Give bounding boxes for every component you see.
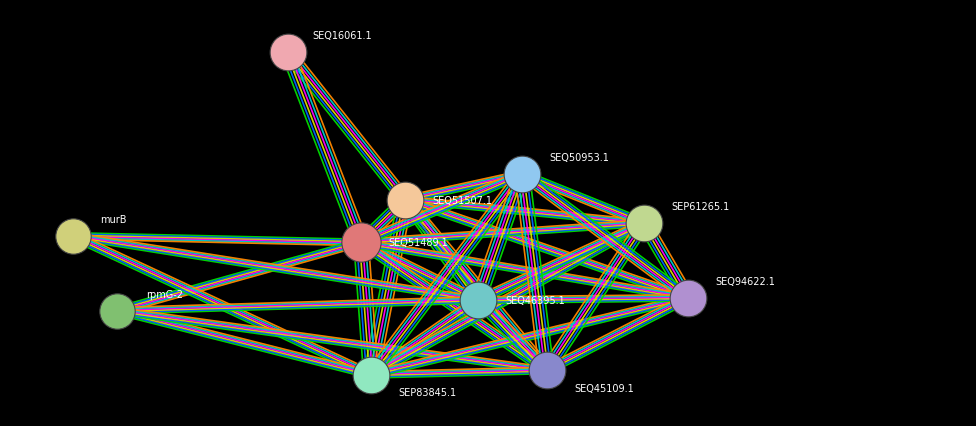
Point bbox=[280, 50, 296, 57]
Point bbox=[363, 371, 379, 378]
Text: SEQ94622.1: SEQ94622.1 bbox=[715, 276, 775, 286]
Point bbox=[636, 220, 652, 227]
Point bbox=[397, 197, 413, 204]
Point bbox=[680, 295, 696, 302]
Point bbox=[65, 233, 81, 240]
Text: SEP83845.1: SEP83845.1 bbox=[398, 387, 457, 397]
Text: rpmG-2: rpmG-2 bbox=[146, 289, 183, 299]
Text: murB: murB bbox=[101, 214, 127, 225]
Point bbox=[539, 367, 554, 374]
Text: SEP61265.1: SEP61265.1 bbox=[671, 201, 730, 212]
Text: SEQ51489.1: SEQ51489.1 bbox=[388, 238, 448, 248]
Point bbox=[470, 297, 486, 304]
Text: SEQ50953.1: SEQ50953.1 bbox=[549, 153, 609, 163]
Text: SEQ46395.1: SEQ46395.1 bbox=[506, 295, 565, 305]
Text: SEQ45109.1: SEQ45109.1 bbox=[574, 383, 633, 393]
Point bbox=[514, 171, 530, 178]
Point bbox=[109, 308, 125, 314]
Text: SEQ51507.1: SEQ51507.1 bbox=[432, 195, 492, 205]
Point bbox=[353, 239, 369, 246]
Text: SEQ16061.1: SEQ16061.1 bbox=[312, 31, 372, 41]
